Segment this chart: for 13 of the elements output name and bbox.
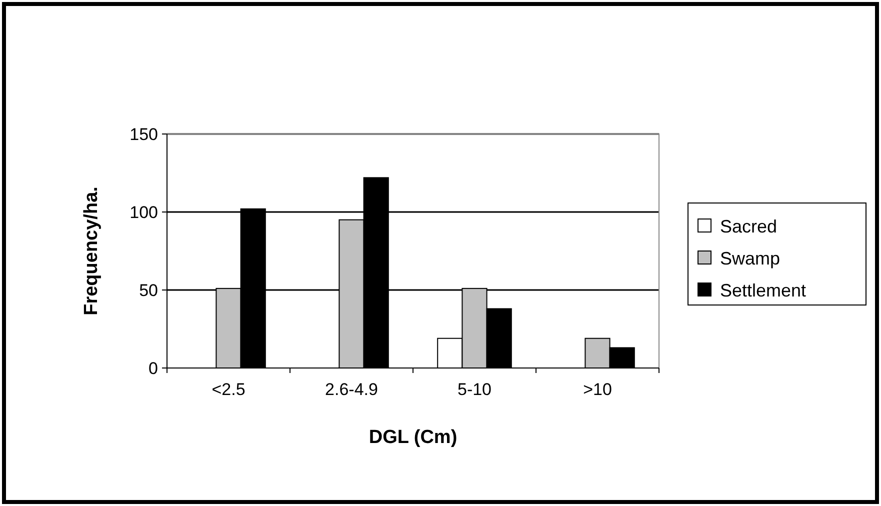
x-tick-label: 2.6-4.9: [325, 380, 378, 399]
legend-label: Swamp: [720, 248, 780, 268]
x-tick-label: <2.5: [212, 380, 246, 399]
y-axis-title: Frequency/ha.: [81, 186, 102, 316]
y-tick-label: 150: [130, 124, 158, 144]
y-tick-label: 100: [130, 202, 158, 222]
x-tick-label: >10: [583, 380, 612, 399]
y-tick-label: 50: [139, 280, 158, 300]
legend-label: Settlement: [720, 280, 806, 300]
x-tick-label: 5-10: [457, 380, 492, 399]
y-tick-label: 0: [148, 358, 158, 378]
legend-label: Sacred: [720, 216, 778, 236]
x-axis-title: DGL (Cm): [368, 427, 458, 448]
